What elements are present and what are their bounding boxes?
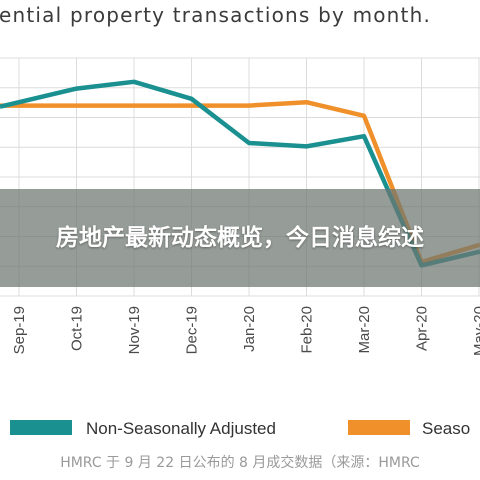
headline-text: 房地产最新动态概览，今日消息综述 [56, 225, 424, 251]
legend-swatch-nsa [10, 420, 72, 435]
chart-legend: Non-Seasonally Adjusted Seaso [10, 419, 470, 438]
legend-label-nsa: Non-Seasonally Adjusted [86, 419, 276, 438]
chart-title: ential property transactions by month. [0, 3, 431, 27]
x-tick-label: Mar-20 [356, 306, 373, 354]
x-tick-label: May-20 [471, 306, 480, 356]
x-tick-label: Apr-20 [414, 306, 431, 351]
x-axis-ticks: Sep-19 Oct-19 Nov-19 Dec-19 Jan-20 Feb-20 Mar-… [11, 306, 480, 356]
x-tick-label: Feb-20 [299, 306, 316, 354]
x-tick-label: Dec-19 [184, 306, 201, 354]
x-tick-label: Oct-19 [69, 306, 86, 351]
x-tick-label: Sep-19 [11, 306, 28, 354]
legend-label-sa: Seaso [422, 419, 470, 438]
x-tick-label: Jan-20 [241, 306, 258, 352]
headline-banner: 房地产最新动态概览，今日消息综述 [0, 189, 480, 287]
x-tick-label: Nov-19 [126, 306, 143, 354]
legend-swatch-sa [348, 420, 410, 435]
source-caption: HMRC 于 9 月 22 日公布的 8 月成交数据（来源：HMRC [60, 455, 420, 471]
